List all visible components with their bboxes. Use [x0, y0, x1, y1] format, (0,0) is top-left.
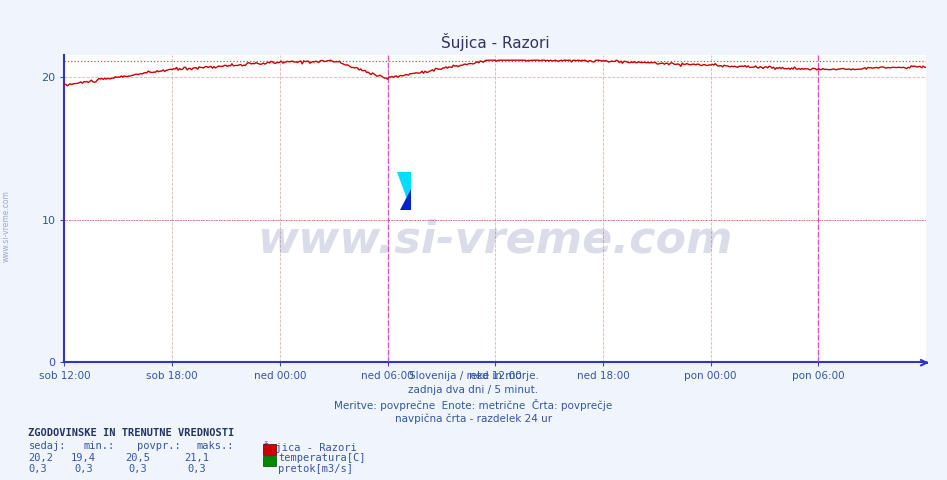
- Text: 21,1: 21,1: [185, 453, 209, 463]
- Text: 20,5: 20,5: [125, 453, 150, 463]
- Text: www.si-vreme.com: www.si-vreme.com: [2, 190, 11, 262]
- Text: zadnja dva dni / 5 minut.: zadnja dva dni / 5 minut.: [408, 385, 539, 395]
- Text: ZGODOVINSKE IN TRENUTNE VREDNOSTI: ZGODOVINSKE IN TRENUTNE VREDNOSTI: [28, 428, 235, 438]
- Text: Meritve: povprečne  Enote: metrične  Črta: povprečje: Meritve: povprečne Enote: metrične Črta:…: [334, 399, 613, 411]
- Text: 0,3: 0,3: [74, 464, 93, 474]
- Polygon shape: [400, 189, 411, 210]
- Text: min.:: min.:: [83, 441, 115, 451]
- Text: www.si-vreme.com: www.si-vreme.com: [258, 218, 733, 261]
- Text: 19,4: 19,4: [71, 453, 96, 463]
- Text: pretok[m3/s]: pretok[m3/s]: [278, 464, 353, 474]
- Title: Šujica - Razori: Šujica - Razori: [441, 33, 549, 51]
- Text: navpična črta - razdelek 24 ur: navpična črta - razdelek 24 ur: [395, 414, 552, 424]
- Text: sedaj:: sedaj:: [28, 441, 66, 451]
- Text: 0,3: 0,3: [28, 464, 47, 474]
- Text: povpr.:: povpr.:: [137, 441, 181, 451]
- Text: 0,3: 0,3: [188, 464, 206, 474]
- Text: 0,3: 0,3: [128, 464, 147, 474]
- Text: temperatura[C]: temperatura[C]: [278, 453, 366, 463]
- Text: 20,2: 20,2: [28, 453, 53, 463]
- Text: maks.:: maks.:: [197, 441, 235, 451]
- Polygon shape: [397, 172, 411, 210]
- Text: Šujica - Razori: Šujica - Razori: [263, 441, 357, 453]
- Text: Slovenija / reke in morje.: Slovenija / reke in morje.: [408, 371, 539, 381]
